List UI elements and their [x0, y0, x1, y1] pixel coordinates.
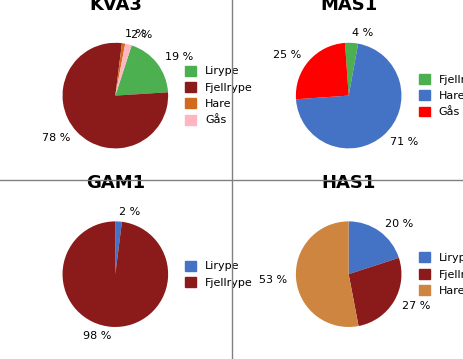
Legend: Lirype, Fjellrype, Hare: Lirype, Fjellrype, Hare: [415, 250, 463, 298]
Legend: Fjellrype, Hare, Gås: Fjellrype, Hare, Gås: [415, 72, 463, 120]
Wedge shape: [115, 45, 168, 95]
Title: MAS1: MAS1: [319, 0, 376, 14]
Wedge shape: [115, 44, 131, 95]
Title: GAM1: GAM1: [86, 174, 144, 192]
Legend: Lirype, Fjellrype, Hare, Gås: Lirype, Fjellrype, Hare, Gås: [182, 64, 255, 128]
Wedge shape: [295, 44, 400, 148]
Text: 20 %: 20 %: [384, 219, 413, 229]
Wedge shape: [295, 222, 358, 327]
Text: 1 %: 1 %: [125, 29, 146, 39]
Wedge shape: [115, 43, 125, 95]
Wedge shape: [295, 43, 348, 99]
Text: 2 %: 2 %: [119, 207, 140, 217]
Wedge shape: [63, 222, 168, 327]
Text: 98 %: 98 %: [83, 331, 111, 341]
Text: 78 %: 78 %: [42, 133, 70, 143]
Text: 2 %: 2 %: [131, 30, 152, 40]
Title: KVA3: KVA3: [89, 0, 142, 14]
Text: 19 %: 19 %: [164, 52, 193, 62]
Title: HAS1: HAS1: [321, 174, 375, 192]
Text: 27 %: 27 %: [401, 301, 430, 311]
Wedge shape: [348, 258, 400, 326]
Legend: Lirype, Fjellrype: Lirype, Fjellrype: [182, 258, 255, 290]
Text: 53 %: 53 %: [258, 275, 286, 285]
Text: 4 %: 4 %: [351, 28, 373, 38]
Text: 71 %: 71 %: [389, 137, 418, 147]
Wedge shape: [115, 222, 122, 274]
Wedge shape: [344, 43, 357, 95]
Wedge shape: [63, 43, 168, 148]
Text: 25 %: 25 %: [273, 50, 301, 60]
Wedge shape: [348, 222, 398, 274]
